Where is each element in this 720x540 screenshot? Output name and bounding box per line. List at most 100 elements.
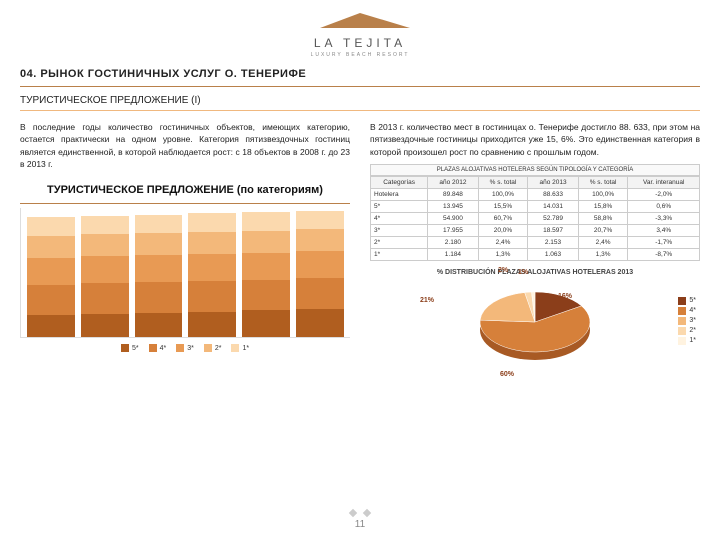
bar-segment (27, 217, 75, 235)
legend-item: 4* (149, 344, 167, 352)
table-cell: -8,7% (628, 248, 700, 260)
table-cell: 60,7% (478, 212, 528, 224)
pie-legend-label: 2* (689, 327, 696, 334)
bar-segment (27, 258, 75, 285)
swatch (149, 344, 157, 352)
table-cell: Hotelera (371, 188, 428, 200)
legend-label: 5* (132, 345, 139, 352)
bar (188, 208, 236, 337)
bar-segment (135, 215, 183, 233)
logo-block: LA TEJITA LUXURY BEACH RESORT (20, 8, 700, 58)
swatch (678, 297, 686, 305)
table-cell: 3,4% (628, 224, 700, 236)
table-cell: 17.955 (428, 224, 478, 236)
divider-sub (20, 110, 700, 111)
bar-segment (81, 256, 129, 283)
bar-segment (242, 280, 290, 311)
bar-segment (242, 231, 290, 253)
table-cell: 52.789 (528, 212, 578, 224)
table-row: 4*54.90060,7%52.78958,8%-3,3% (371, 212, 700, 224)
swatch (678, 317, 686, 325)
table-cell: 3* (371, 224, 428, 236)
table-cell: -1,7% (628, 236, 700, 248)
table-cell: 2.180 (428, 236, 478, 248)
bar-segment (81, 216, 129, 234)
legend-item: 3* (176, 344, 194, 352)
pie-legend-label: 4* (689, 307, 696, 314)
table-cell: 1.184 (428, 248, 478, 260)
table-cell: 14.031 (528, 200, 578, 212)
pie-legend-item: 3* (678, 317, 696, 325)
bar (242, 208, 290, 337)
bar-segment (81, 283, 129, 314)
logo-sub: LUXURY BEACH RESORT (20, 52, 700, 58)
table-row: 5*13.94515,5%14.03115,8%0,6% (371, 200, 700, 212)
right-paragraph: В 2013 г. количество мест в гостиницах о… (370, 121, 700, 158)
table-cell: 1* (371, 248, 428, 260)
pie-legend-item: 2* (678, 327, 696, 335)
pie-legend-item: 1* (678, 337, 696, 345)
legend-item: 5* (121, 344, 139, 352)
table-cell: 2* (371, 236, 428, 248)
pie-callout: 1% (518, 269, 528, 276)
pie-chart: % DISTRIBUCIÓN PLAZAS ALOJATIVAS HOTELER… (370, 269, 700, 389)
pie-legend: 5* 4* 3* 2* 1* (678, 297, 696, 347)
bar (27, 208, 75, 337)
legend-label: 4* (160, 345, 167, 352)
pie-callout: 60% (500, 371, 514, 378)
pie-legend-label: 5* (689, 297, 696, 304)
pie-legend-item: 5* (678, 297, 696, 305)
table-header: Var. interanual (628, 176, 700, 188)
table-cell: 15,5% (478, 200, 528, 212)
table-cell: 20,0% (478, 224, 528, 236)
table-row: Hotelera89.848100,0%88.633100,0%-2,0% (371, 188, 700, 200)
table-cell: 5* (371, 200, 428, 212)
table-cell: 58,8% (578, 212, 628, 224)
pie-legend-item: 4* (678, 307, 696, 315)
swatch (678, 327, 686, 335)
table-cell: 15,8% (578, 200, 628, 212)
table-row: 1*1.1841,3%1.0631,3%-8,7% (371, 248, 700, 260)
pie-svg (450, 280, 620, 375)
pie-legend-label: 3* (689, 317, 696, 324)
bar-segment (135, 313, 183, 338)
bar-segment (188, 281, 236, 312)
table-cell: 0,6% (628, 200, 700, 212)
pie-title: % DISTRIBUCIÓN PLAZAS ALOJATIVAS HOTELER… (370, 269, 700, 276)
bar-segment (81, 314, 129, 337)
data-table: PLAZAS ALOJATIVAS HOTELERAS SEGÚN TIPOLO… (370, 164, 700, 261)
bar-segment (188, 232, 236, 254)
table-cell: 100,0% (478, 188, 528, 200)
bar (296, 208, 344, 337)
bar-segment (81, 234, 129, 256)
table-cell: 18.597 (528, 224, 578, 236)
swatch (678, 307, 686, 315)
bar-segment (188, 213, 236, 231)
table-cell: 13.945 (428, 200, 478, 212)
table-cell: -2,0% (628, 188, 700, 200)
flourish-icon (346, 510, 374, 516)
table-title: PLAZAS ALOJATIVAS HOTELERAS SEGÚN TIPOLO… (370, 164, 700, 176)
table-cell: 2,4% (578, 236, 628, 248)
swatch (121, 344, 129, 352)
table-header: % s. total (578, 176, 628, 188)
bar-chart-legend: 5*4*3*2*1* (20, 344, 350, 352)
pie-callout: 16% (558, 293, 572, 300)
table-row: 2*2.1802,4%2.1532,4%-1,7% (371, 236, 700, 248)
bar-segment (296, 309, 344, 337)
pie-callout: 21% (420, 297, 434, 304)
table-header: año 2013 (528, 176, 578, 188)
table-cell: 4* (371, 212, 428, 224)
left-column: В последние годы количество гостиничных … (20, 121, 350, 389)
table-header: % s. total (478, 176, 528, 188)
page-footer: 11 (0, 508, 720, 530)
legend-item: 2* (204, 344, 222, 352)
bar-segment (296, 251, 344, 278)
table-row: 3*17.95520,0%18.59720,7%3,4% (371, 224, 700, 236)
swatch (678, 337, 686, 345)
table-cell: 1.063 (528, 248, 578, 260)
table-cell: 89.848 (428, 188, 478, 200)
swatch (231, 344, 239, 352)
bar-segment (188, 254, 236, 281)
bar-segment (135, 255, 183, 282)
